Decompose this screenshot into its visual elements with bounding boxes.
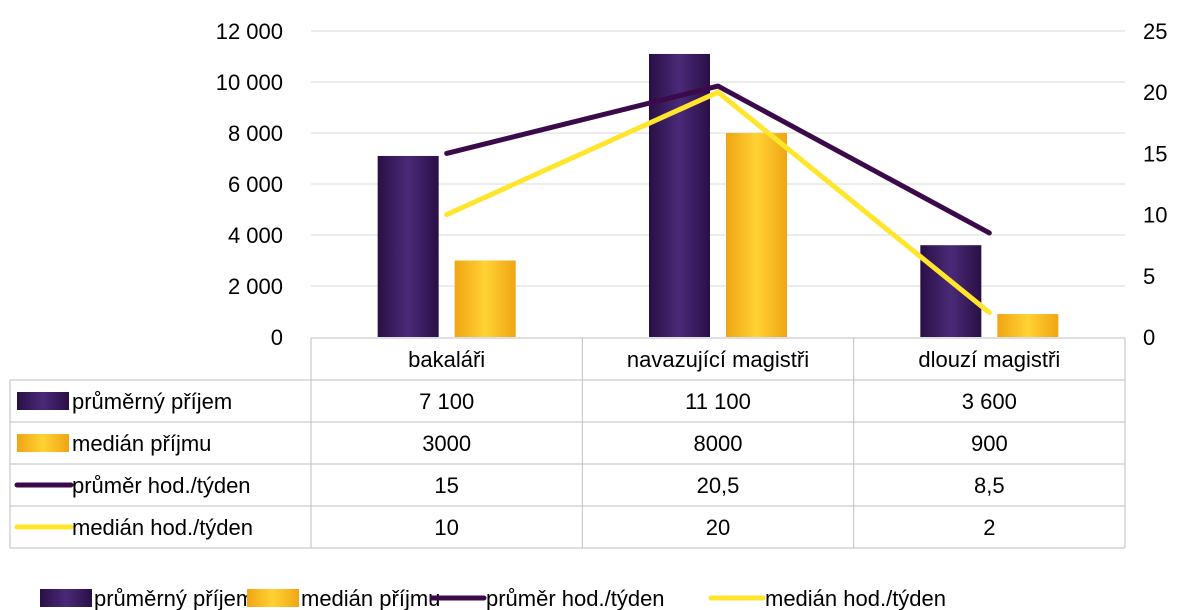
y-left-tick-label: 2 000 xyxy=(228,274,283,299)
y-left-tick-label: 12 000 xyxy=(216,19,283,44)
bar xyxy=(454,260,516,337)
table-cell: 900 xyxy=(971,431,1008,456)
table-cell: 3 600 xyxy=(962,389,1017,414)
y-right-tick-label: 5 xyxy=(1143,264,1155,289)
category-label: bakaláři xyxy=(408,347,485,372)
table-cell: 3000 xyxy=(422,431,471,456)
lines xyxy=(444,83,992,316)
y-right-tick-label: 25 xyxy=(1143,19,1167,44)
table-series-name: průměrný příjem xyxy=(72,389,232,414)
category-label: navazující magistři xyxy=(627,347,809,372)
legend-label: medián hod./týden xyxy=(765,586,946,610)
legend: průměrný příjem medián příjmu průměr hod./… xyxy=(40,586,946,610)
table-cell: 20,5 xyxy=(697,473,740,498)
line-series xyxy=(444,89,992,316)
y-right-tick-label: 15 xyxy=(1143,141,1167,166)
category-label: dlouzí magistři xyxy=(918,347,1060,372)
bar xyxy=(377,155,439,337)
y-left-tick-label: 4 000 xyxy=(228,223,283,248)
y-right-tick-label: 0 xyxy=(1143,325,1155,350)
table-cell: 10 xyxy=(434,515,458,540)
y-left-tick-label: 8 000 xyxy=(228,121,283,146)
y-left-tick-label: 0 xyxy=(271,325,283,350)
legend-label: průměr hod./týden xyxy=(486,586,665,610)
data-table: bakaláři navazující magistři dlouzí magist… xyxy=(9,337,1126,549)
legend-swatch xyxy=(40,589,92,607)
line-series xyxy=(444,83,992,236)
bar xyxy=(997,314,1059,337)
table-cell: 15 xyxy=(434,473,458,498)
bars xyxy=(377,53,1059,337)
axes: 0 2 000 4 000 6 000 8 000 10 000 12 000 0 5 10 15 2… xyxy=(216,19,1168,350)
table-cell: 7 100 xyxy=(419,389,474,414)
bar xyxy=(726,133,787,337)
bar xyxy=(920,245,982,337)
legend-label: medián příjmu xyxy=(301,586,440,610)
table-cell: 20 xyxy=(706,515,730,540)
gridlines xyxy=(311,30,1125,287)
y-left-tick-label: 6 000 xyxy=(228,172,283,197)
table-cell: 2 xyxy=(983,515,995,540)
table-series-name: medián hod./týden xyxy=(72,515,253,540)
table-key-swatch xyxy=(17,392,69,410)
y-right-tick-label: 20 xyxy=(1143,80,1167,105)
table-series-name: medián příjmu xyxy=(72,431,211,456)
table-series-name: průměr hod./týden xyxy=(72,473,251,498)
legend-label: průměrný příjem xyxy=(94,586,254,610)
legend-swatch xyxy=(247,589,299,607)
y-right-tick-label: 10 xyxy=(1143,203,1167,228)
table-key-swatch xyxy=(17,434,69,452)
y-left-tick-label: 10 000 xyxy=(216,70,283,95)
table-cell: 8000 xyxy=(694,431,743,456)
table-cell: 11 100 xyxy=(685,389,751,414)
table-cell: 8,5 xyxy=(974,473,1005,498)
